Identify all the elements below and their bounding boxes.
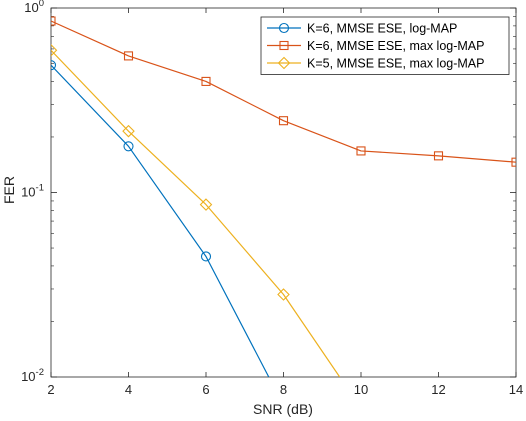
data-point [433, 151, 444, 161]
x-tick-label: 10 [354, 382, 368, 397]
series-line [51, 64, 270, 377]
series-line [51, 20, 516, 163]
series-3 [51, 43, 341, 377]
data-point [51, 43, 58, 57]
data-point [199, 198, 213, 211]
x-tick-label: 8 [280, 382, 287, 397]
data-point [123, 51, 134, 61]
legend-marker [278, 22, 290, 34]
x-tick-label: 4 [125, 382, 132, 397]
legend-marker [277, 56, 291, 70]
x-tick-label: 12 [431, 382, 445, 397]
data-point [122, 124, 135, 138]
data-point [278, 116, 289, 126]
data-point [201, 76, 211, 86]
data-point [51, 16, 56, 26]
legend-label: K=5, MMSE ESE, max log-MAP [307, 57, 484, 71]
legend-label: K=6, MMSE ESE, max log-MAP [307, 39, 484, 53]
y-tick-label: 10-2 [21, 367, 44, 384]
series-2 [51, 16, 516, 167]
data-point [200, 251, 212, 262]
y-axis-label: FER [1, 176, 17, 204]
data-point [277, 288, 290, 301]
x-axis-label: SNR (dB) [253, 401, 313, 417]
data-point [511, 157, 516, 167]
data-point [51, 60, 57, 71]
x-tick-label: 14 [509, 382, 523, 397]
series-1 [51, 60, 270, 377]
legend: K=6, MMSE ESE, log-MAP K=6, MMSE ESE, max… [260, 16, 510, 75]
legend-label: K=6, MMSE ESE, log-MAP [307, 22, 457, 36]
data-point [123, 141, 134, 152]
legend-marker [279, 40, 289, 51]
series-line [51, 49, 341, 377]
data-point [356, 146, 366, 156]
x-tick-label: 6 [202, 382, 209, 397]
x-tick-label: 2 [47, 382, 54, 397]
y-tick-label: 100 [24, 0, 44, 15]
y-tick-label: 10-1 [21, 183, 44, 200]
plot-area: 2 4 6 8 10 12 14 10-2 10-1 100 [21, 0, 523, 397]
legend-box [260, 16, 510, 75]
